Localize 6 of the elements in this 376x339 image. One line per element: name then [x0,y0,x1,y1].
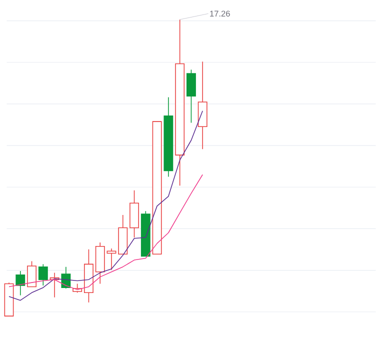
candlestick [186,69,196,123]
candlestick [106,248,116,270]
candlestick [16,270,26,296]
candlestick [38,264,48,286]
candlestick [27,260,36,287]
text: 17.26 [210,10,230,16]
